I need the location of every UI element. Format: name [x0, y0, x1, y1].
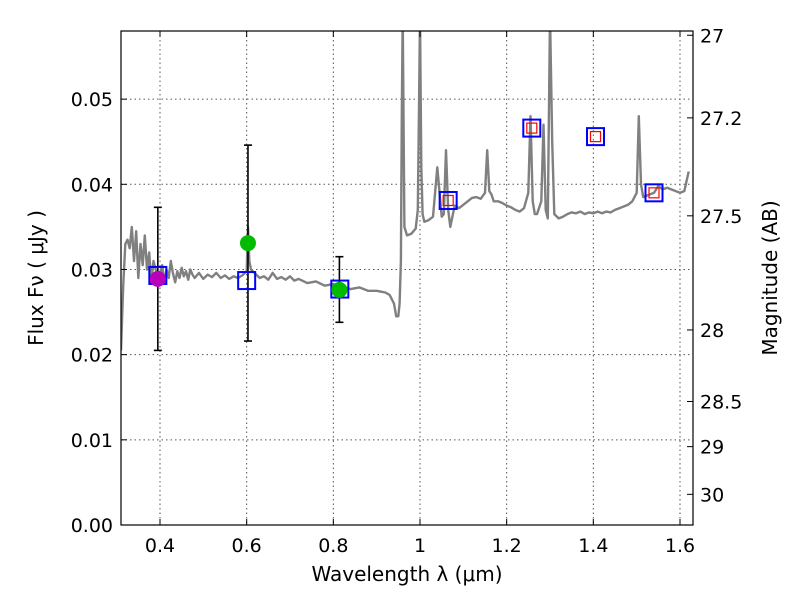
y2-tick-label: 30 — [700, 484, 724, 506]
x-tick-label: 0.6 — [232, 535, 262, 557]
model-photometry-square — [438, 190, 458, 210]
y-tick-label: 0.01 — [71, 430, 113, 452]
plot-frame — [120, 30, 694, 526]
y-tick-label: 0.05 — [71, 89, 113, 111]
y2-axis-title: Magnitude (AB) — [758, 200, 782, 355]
plot-area — [121, 31, 690, 352]
observed-green-point — [331, 281, 348, 298]
model-photometry-inner-square — [442, 194, 454, 207]
model-photometry-square — [586, 127, 605, 147]
y-tick-label: 0.04 — [71, 174, 113, 196]
model-photometry-square — [237, 271, 257, 291]
y-tick-label: 0.02 — [71, 345, 113, 367]
x-tick-label: 1 — [414, 535, 426, 557]
y2-tick-label: 27.2 — [700, 108, 742, 130]
x-tick-label: 1.4 — [578, 535, 608, 557]
x-tick-label: 0.8 — [318, 535, 348, 557]
sed-model-line — [121, 31, 690, 351]
x-axis-title: Wavelength λ (μm) — [311, 562, 502, 586]
model-photometry-inner-square — [526, 122, 538, 134]
y2-tick-label: 27.5 — [700, 206, 742, 228]
model-photometry-inner-square — [589, 131, 602, 143]
y2-tick-label: 27 — [700, 25, 724, 47]
x-tick-label: 1.2 — [492, 535, 522, 557]
observed-magenta-point — [149, 270, 166, 287]
y2-tick-label: 28 — [700, 320, 724, 342]
y-tick-label: 0.03 — [71, 259, 113, 281]
model-photometry-square — [644, 183, 664, 203]
y2-tick-label: 29 — [700, 437, 724, 459]
y2-tick-label: 28.5 — [700, 392, 742, 414]
y-tick-label: 0.00 — [71, 515, 113, 537]
model-photometry-square — [522, 118, 542, 138]
x-tick-label: 0.4 — [145, 535, 175, 557]
axis-ticks: 0.4 0.6 0.8 1 1.2 1.4 1.6 0.00 0.01 0.02 0.03 0.04 0… — [71, 25, 743, 557]
model-photometry-inner-square — [648, 187, 660, 199]
observed-green-point — [239, 235, 256, 252]
x-tick-label: 1.6 — [665, 535, 695, 557]
y-axis-title: Flux Fν ( μJy ) — [24, 210, 48, 346]
